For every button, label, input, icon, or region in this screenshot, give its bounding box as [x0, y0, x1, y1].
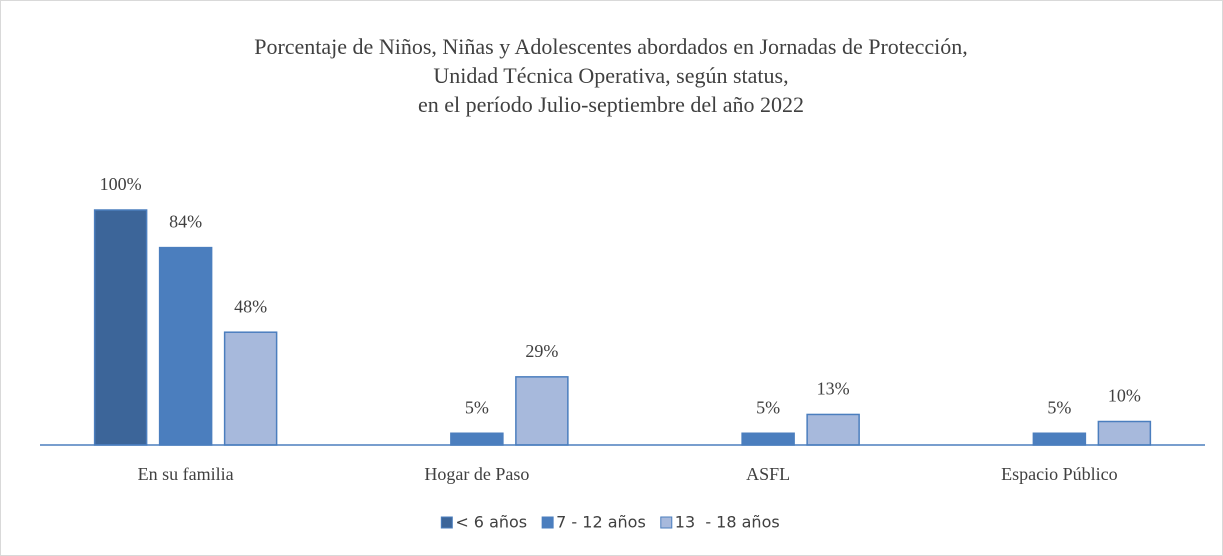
legend-label: 7 - 12 años [556, 513, 646, 532]
bar [741, 432, 795, 446]
bar [223, 331, 278, 446]
chart-title: Porcentaje de Niños, Niñas y Adolescente… [254, 34, 968, 59]
bar [450, 432, 504, 446]
data-label: 5% [756, 397, 780, 417]
chart-title: en el período Julio-septiembre del año 2… [418, 92, 804, 117]
data-label: 29% [525, 341, 558, 361]
bar [158, 246, 213, 446]
legend-label: < 6 años [455, 513, 527, 532]
data-label: 84% [169, 212, 202, 232]
legend-swatch [541, 516, 554, 529]
data-label: 10% [1108, 386, 1141, 406]
data-label: 100% [100, 174, 142, 194]
chart-title: Unidad Técnica Operativa, según status, [433, 63, 788, 88]
legend-label: 13 - 18 años [675, 513, 780, 532]
x-tick-label: En su familia [138, 464, 234, 484]
x-tick-label: Espacio Público [1001, 464, 1117, 484]
x-tick-label: Hogar de Paso [424, 464, 529, 484]
bar [1032, 432, 1087, 446]
bar [1097, 420, 1152, 446]
data-label: 13% [817, 379, 850, 399]
legend-swatch [660, 516, 673, 529]
data-label: 5% [1047, 397, 1071, 417]
data-label: 48% [234, 296, 267, 316]
x-tick-label: ASFL [746, 464, 790, 484]
legend-swatch [440, 516, 453, 529]
bar [93, 209, 148, 446]
data-label: 5% [465, 397, 489, 417]
bar [806, 413, 860, 446]
bar [515, 376, 569, 446]
